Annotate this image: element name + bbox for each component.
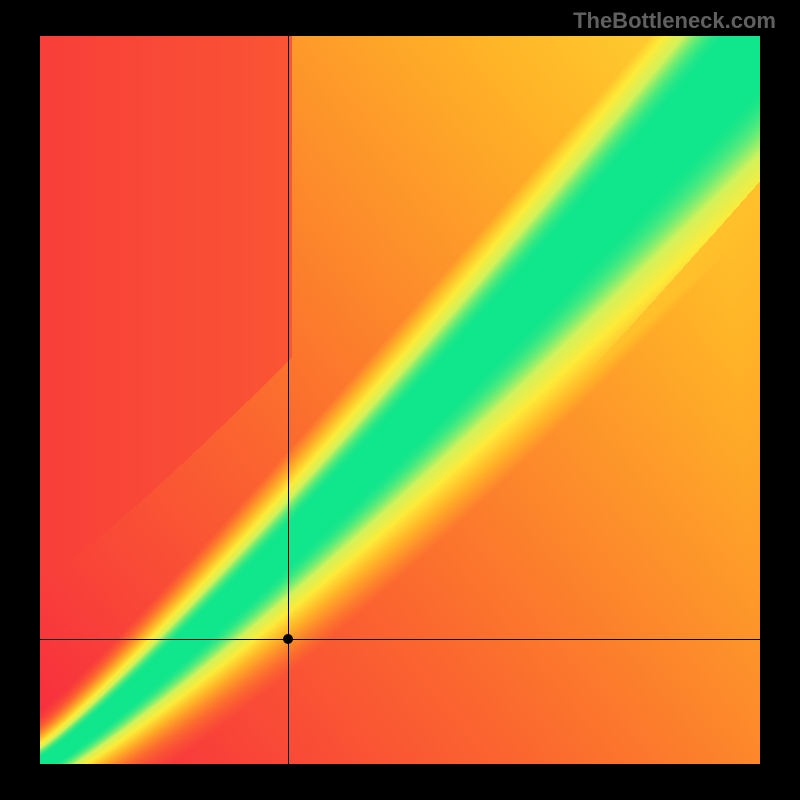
marker-point (283, 634, 293, 644)
watermark-text: TheBottleneck.com (573, 8, 776, 34)
heatmap-canvas (40, 36, 760, 764)
chart-container: TheBottleneck.com (0, 0, 800, 800)
plot-area (40, 36, 760, 764)
crosshair-vertical (288, 36, 289, 764)
crosshair-horizontal (40, 639, 760, 640)
